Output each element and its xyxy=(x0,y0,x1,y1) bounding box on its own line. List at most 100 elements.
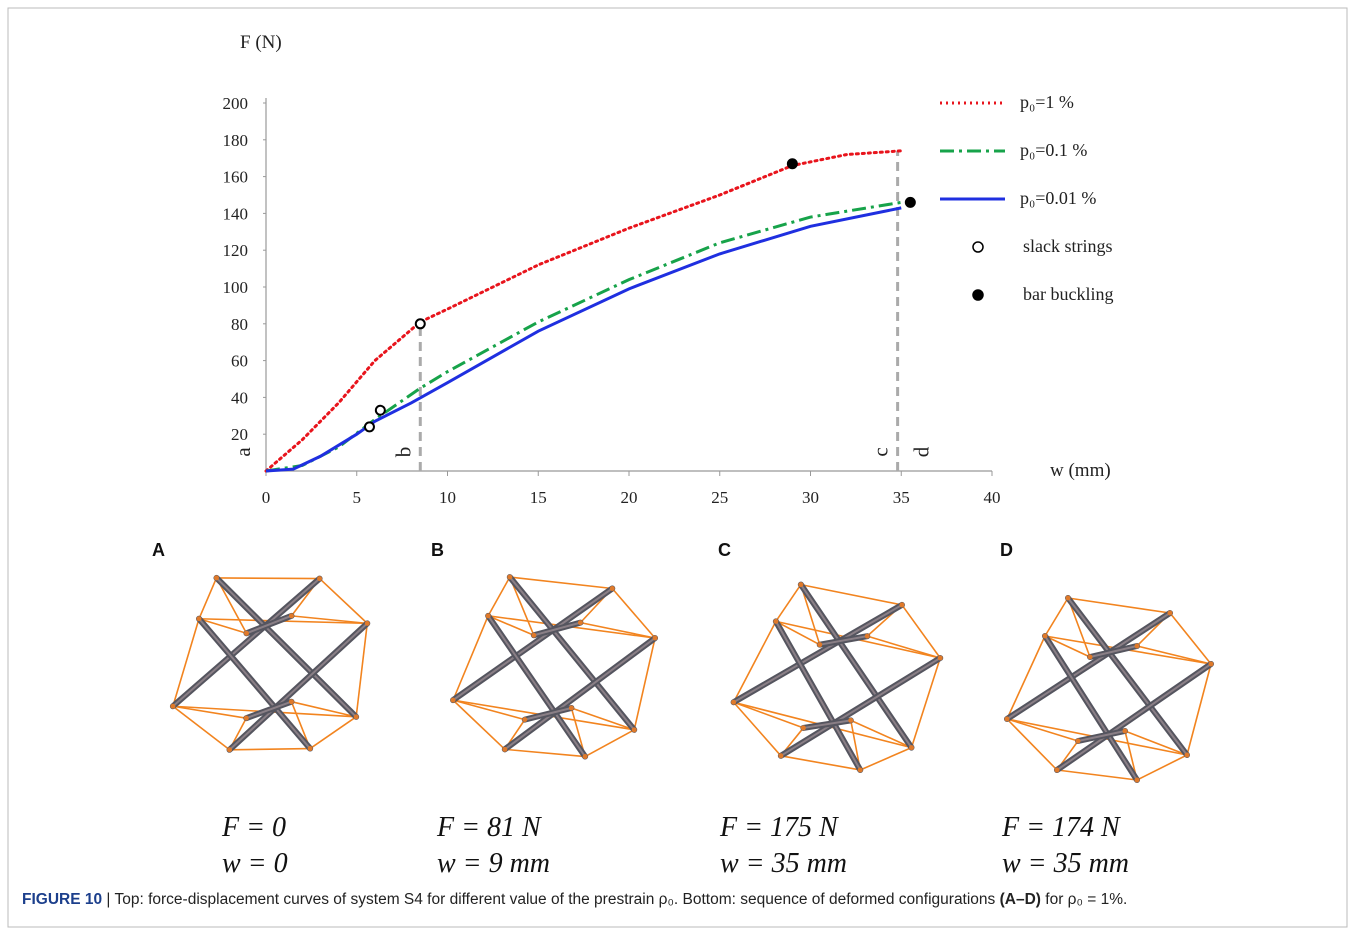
node xyxy=(507,575,512,580)
force-equation: F = 174 N xyxy=(1001,812,1121,843)
tensegrity-drawing xyxy=(1005,596,1214,783)
node xyxy=(531,633,536,638)
node xyxy=(354,714,359,719)
point xyxy=(416,319,425,328)
marker-label: c xyxy=(869,447,893,456)
legend-label: p₀=1 % xyxy=(1020,92,1074,112)
x-axis-label: w (mm) xyxy=(1050,460,1111,481)
node xyxy=(486,613,491,618)
point xyxy=(365,422,374,431)
figure: F (N) w (mm) FIGURE 10 | Top: force-disp… xyxy=(0,0,1355,935)
bar-highlight xyxy=(505,638,655,749)
y-tick-label: 40 xyxy=(231,388,248,407)
node xyxy=(365,621,370,626)
x-tick-label: 15 xyxy=(530,488,547,507)
y-axis-label: F (N) xyxy=(240,32,282,53)
node xyxy=(938,656,943,661)
force-equation: F = 175 N xyxy=(719,812,839,843)
y-tick-label: 80 xyxy=(231,315,248,334)
node xyxy=(502,747,507,752)
tensegrity-drawing xyxy=(731,582,943,772)
node xyxy=(653,636,658,641)
string xyxy=(1170,613,1211,664)
x-tick-label: 5 xyxy=(353,488,362,507)
node xyxy=(1123,729,1128,734)
legend-label: bar buckling xyxy=(1023,284,1113,304)
string xyxy=(505,749,585,756)
legend-label: p₀=0.1 % xyxy=(1020,140,1087,160)
point xyxy=(788,159,797,168)
marker-label: a xyxy=(231,447,255,457)
x-tick-label: 20 xyxy=(621,488,638,507)
string xyxy=(488,577,510,616)
caption-bold: (A–D) xyxy=(1000,891,1041,908)
y-tick-label: 120 xyxy=(223,241,249,260)
string xyxy=(860,748,911,770)
legend-label: p₀=0.01 % xyxy=(1020,188,1096,208)
node xyxy=(865,634,870,639)
panel-label: C xyxy=(718,540,731,560)
node xyxy=(1055,768,1060,773)
node xyxy=(858,767,863,772)
caption: FIGURE 10 | Top: force-displacement curv… xyxy=(22,891,1127,908)
series-line xyxy=(266,208,901,471)
string xyxy=(867,636,940,658)
y-tick-label: 160 xyxy=(223,168,249,187)
legend-label: slack strings xyxy=(1023,236,1113,256)
string xyxy=(1057,770,1137,780)
string xyxy=(216,578,319,579)
node xyxy=(801,725,806,730)
node xyxy=(1076,739,1081,744)
node xyxy=(731,700,736,705)
displacement-equation: w = 9 mm xyxy=(437,848,550,879)
node xyxy=(1043,634,1048,639)
x-tick-label: 25 xyxy=(711,488,728,507)
node xyxy=(244,716,249,721)
node xyxy=(610,586,615,591)
node xyxy=(569,705,574,710)
y-tick-label: 20 xyxy=(231,425,248,444)
displacement-equation: w = 0 xyxy=(222,848,288,879)
node xyxy=(1088,655,1093,660)
string xyxy=(585,730,634,757)
y-tick-label: 140 xyxy=(223,204,249,223)
node xyxy=(289,699,294,704)
node xyxy=(798,582,803,587)
string xyxy=(1045,598,1068,636)
force-equation: F = 0 xyxy=(221,812,286,843)
node xyxy=(848,718,853,723)
marker-label: b xyxy=(391,447,415,458)
node xyxy=(1185,753,1190,758)
node xyxy=(289,613,294,618)
node xyxy=(227,747,232,752)
caption-label: FIGURE 10 xyxy=(22,891,102,908)
y-tick-label: 100 xyxy=(223,278,249,297)
x-tick-label: 10 xyxy=(439,488,456,507)
marker-label: d xyxy=(909,446,933,457)
y-tick-label: 200 xyxy=(223,94,249,113)
string xyxy=(173,706,230,750)
string xyxy=(310,717,356,749)
string xyxy=(781,756,860,770)
node xyxy=(1135,778,1140,783)
node xyxy=(451,698,456,703)
node xyxy=(1168,611,1173,616)
string xyxy=(230,749,311,750)
node xyxy=(817,642,822,647)
node xyxy=(773,619,778,624)
node xyxy=(909,745,914,750)
node xyxy=(1005,717,1010,722)
figure-canvas: F (N) w (mm) FIGURE 10 | Top: force-disp… xyxy=(0,0,1355,935)
x-tick-label: 40 xyxy=(984,488,1001,507)
displacement-equation: w = 35 mm xyxy=(1002,848,1129,879)
y-tick-label: 180 xyxy=(223,131,249,150)
node xyxy=(778,753,783,758)
node xyxy=(317,576,322,581)
force-equation: F = 81 N xyxy=(436,812,542,843)
point xyxy=(376,406,385,415)
x-tick-label: 0 xyxy=(262,488,271,507)
legend-swatch xyxy=(973,242,983,252)
tensegrity-drawing xyxy=(451,575,658,759)
string xyxy=(776,585,801,622)
x-tick-label: 35 xyxy=(893,488,910,507)
